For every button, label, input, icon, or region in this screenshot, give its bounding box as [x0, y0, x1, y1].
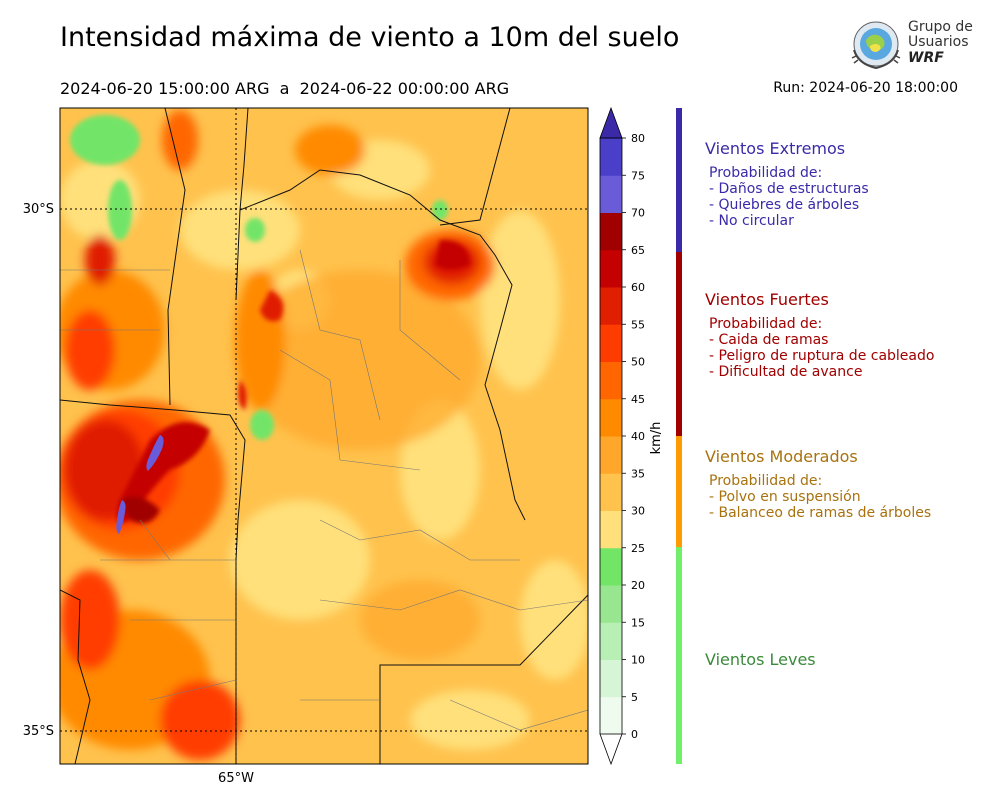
colorbar-segment [600, 510, 622, 549]
category-description-line: - Balanceo de ramas de árboles [709, 505, 932, 521]
colorbar-tick-label: 35 [631, 467, 645, 480]
category-description-line: Probabilidad de: [709, 473, 823, 489]
colorbar-tick-label: 60 [631, 281, 645, 294]
colorbar-segment [600, 473, 622, 511]
logo-text-line3: WRF [908, 50, 944, 66]
colorbar-segment [600, 287, 622, 325]
category-color-bar [676, 436, 682, 547]
wind-category-legend: Vientos Extremos Probabilidad de: - Daños … [676, 108, 996, 764]
colorbar: 0 5 10 15 20 25 30 35 40 45 50 55 60 65 70 75 80 [599, 106, 645, 766]
colorbar-segment [600, 696, 622, 735]
colorbar-segment [600, 622, 622, 660]
lat-label-30: 30°S [23, 202, 54, 217]
colorbar-tick-label: 50 [631, 356, 645, 369]
colorbar-segment [600, 212, 622, 251]
colorbar-segment [600, 249, 622, 288]
colorbar-segment [600, 436, 622, 474]
category-description-line: Probabilidad de: [709, 316, 823, 332]
wind-field [60, 108, 588, 764]
globe-icon [851, 21, 901, 70]
category-description-line: - Daños de estructuras [709, 181, 869, 197]
colorbar-segment [600, 659, 622, 698]
colorbar-tick-label: 80 [631, 132, 645, 145]
colorbar-segment [600, 324, 622, 362]
map-title: Intensidad máxima de viento a 10m del su… [60, 22, 680, 53]
colorbar-tick-label: 30 [631, 505, 645, 518]
category-color-bar [676, 547, 682, 764]
run-time: Run: 2024-06-20 18:00:00 [773, 80, 958, 96]
date-range: 2024-06-20 15:00:00 ARG a 2024-06-22 00:… [60, 79, 510, 98]
lon-label-65: 65°W [218, 771, 254, 786]
colorbar-segment [600, 138, 622, 176]
category-color-bar [676, 252, 682, 436]
map-figure: 30°S 35°S 65°W 0 5 10 15 20 25 30 35 40 45 50 55 60 6… [23, 106, 664, 786]
colorbar-tick-label: 45 [631, 393, 645, 406]
logo-text-line1: Grupo de [908, 19, 973, 35]
colorbar-tick-label: 65 [631, 244, 645, 257]
category-description-line: - Peligro de ruptura de cableado [709, 348, 935, 364]
colorbar-extension-high [599, 106, 623, 139]
wrf-logo: Grupo de Usuarios WRF [848, 16, 978, 72]
colorbar-tick-label: 15 [631, 616, 645, 629]
category-description-line: - No circular [709, 213, 794, 229]
logo-text-line2: Usuarios [908, 34, 969, 50]
colorbar-tick-label: 75 [631, 169, 645, 182]
colorbar-tick-label: 20 [631, 579, 645, 592]
colorbar-segment [600, 585, 622, 623]
colorbar-segment [600, 361, 622, 400]
colorbar-segment [600, 175, 622, 213]
category-description-line: - Caida de ramas [709, 332, 829, 348]
category-description-line: - Dificultad de avance [709, 364, 863, 380]
category-title: Vientos Leves [705, 650, 816, 669]
map-frame [59, 107, 589, 765]
colorbar-tick-label: 10 [631, 654, 645, 667]
category-title: Vientos Moderados [705, 447, 858, 466]
colorbar-extension-low [599, 733, 623, 766]
category-color-bar [676, 108, 682, 252]
colorbar-tick-label: 70 [631, 207, 645, 220]
colorbar-segment [600, 547, 622, 586]
category-description-line: Probabilidad de: [709, 165, 823, 181]
colorbar-tick-label: 25 [631, 542, 645, 555]
category-description-line: - Quiebres de árboles [709, 197, 860, 213]
colorbar-tick-label: 55 [631, 318, 645, 331]
category-title: Vientos Fuertes [705, 290, 829, 309]
gridlines [60, 108, 588, 764]
category-title: Vientos Extremos [705, 139, 846, 158]
colorbar-unit-label: km/h [649, 422, 664, 455]
colorbar-tick-label: 0 [631, 728, 638, 741]
colorbar-tick-label: 5 [631, 691, 638, 704]
colorbar-tick-label: 40 [631, 430, 645, 443]
lat-label-35: 35°S [23, 724, 54, 739]
colorbar-segment [600, 398, 622, 437]
category-description-line: - Polvo en suspensión [709, 489, 861, 505]
